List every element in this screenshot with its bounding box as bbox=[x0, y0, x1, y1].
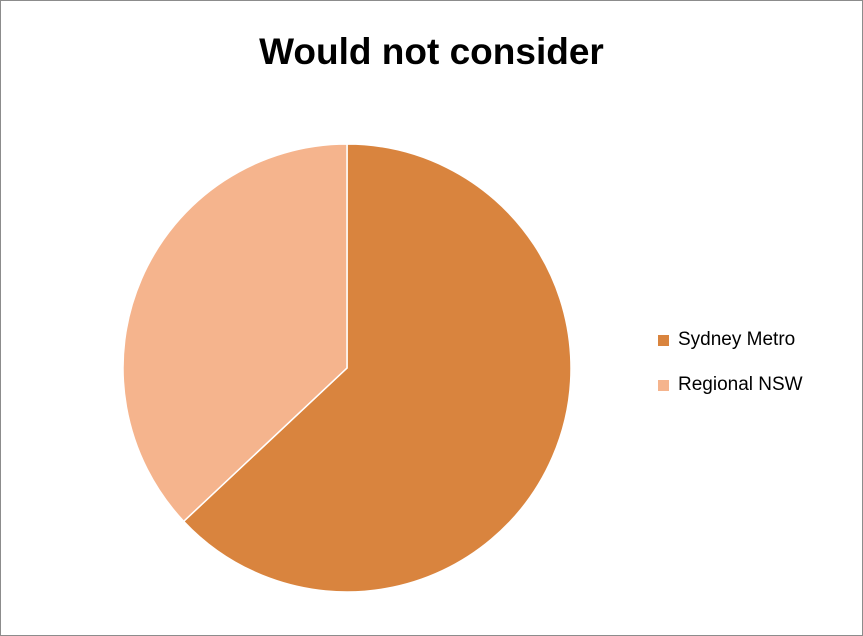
pie-slice-sydney-metro bbox=[182, 143, 572, 593]
legend-label-sydney-metro: Sydney Metro bbox=[678, 329, 796, 350]
pie-slice-regional-nsw bbox=[122, 143, 348, 523]
legend-label-regional-nsw: Regional NSW bbox=[678, 374, 803, 395]
legend: Sydney Metro Regional NSW bbox=[658, 328, 803, 418]
legend-swatch-sydney-metro bbox=[658, 334, 669, 346]
chart-title: Would not consider bbox=[259, 31, 604, 72]
legend-swatch-regional-nsw bbox=[658, 379, 669, 391]
legend-item-regional-nsw: Regional NSW bbox=[658, 373, 803, 397]
legend-item-sydney-metro: Sydney Metro bbox=[658, 328, 803, 352]
pie-slices bbox=[122, 143, 572, 593]
